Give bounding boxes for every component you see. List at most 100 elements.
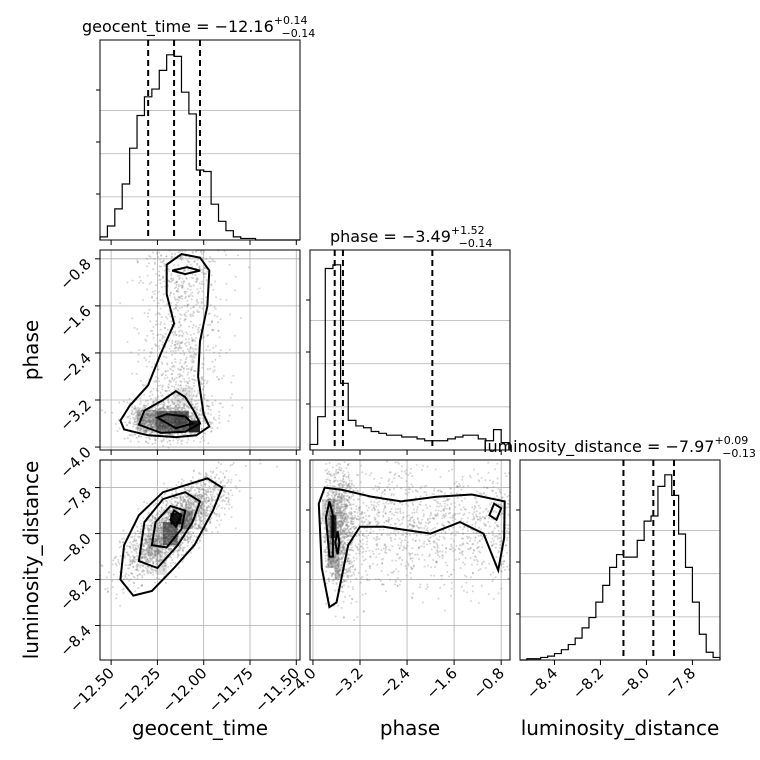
sample-point	[160, 425, 163, 428]
sample-point	[223, 500, 226, 503]
sample-point	[170, 385, 173, 388]
sample-point	[117, 561, 120, 564]
sample-point	[150, 426, 153, 429]
sample-point	[213, 314, 216, 317]
sample-point	[157, 425, 160, 428]
sample-point	[167, 521, 170, 524]
sample-point	[169, 409, 172, 412]
sample-point	[174, 408, 177, 411]
sample-point	[129, 421, 132, 424]
sample-point	[183, 318, 186, 321]
sample-point	[167, 416, 170, 419]
sample-point	[163, 425, 166, 428]
sample-point	[175, 497, 178, 500]
sample-point	[222, 484, 225, 487]
sample-point	[151, 515, 154, 518]
sample-point	[164, 554, 167, 557]
sample-point	[140, 409, 143, 412]
sample-point	[156, 425, 159, 428]
sample-point	[192, 513, 195, 516]
sample-point	[160, 254, 163, 257]
sample-point	[202, 432, 205, 435]
sample-point	[164, 416, 167, 419]
sample-point	[177, 335, 180, 338]
sample-point	[199, 506, 202, 509]
sample-point	[174, 330, 177, 333]
sample-point	[240, 406, 243, 409]
sample-point	[150, 423, 153, 426]
sample-point	[233, 289, 236, 292]
sample-point	[143, 349, 146, 352]
sample-point	[188, 533, 191, 536]
sample-point	[173, 496, 176, 499]
sample-point	[164, 374, 167, 377]
sample-point	[209, 304, 212, 307]
sample-point	[158, 428, 161, 431]
sample-point	[200, 508, 203, 511]
sample-point	[133, 539, 136, 542]
sample-point	[144, 539, 147, 542]
sample-point	[140, 422, 143, 425]
sample-point	[148, 535, 151, 538]
sample-point	[144, 429, 147, 432]
sample-point	[128, 397, 131, 400]
sample-point	[184, 255, 187, 258]
sample-point	[203, 493, 206, 496]
sample-point	[135, 420, 138, 423]
sample-point	[140, 435, 143, 438]
sample-point	[155, 420, 158, 423]
sample-point	[166, 416, 169, 419]
sample-point	[188, 325, 191, 328]
sample-point	[200, 503, 203, 506]
sample-point	[182, 549, 185, 552]
sample-point	[191, 313, 194, 316]
sample-point	[184, 269, 187, 272]
sample-point	[169, 350, 172, 353]
sample-point	[163, 410, 166, 413]
sample-point	[111, 579, 114, 582]
sample-point	[178, 295, 181, 298]
sample-point	[163, 410, 166, 413]
sample-point	[137, 440, 140, 443]
sample-point	[183, 269, 186, 272]
sample-point	[143, 553, 146, 556]
sample-point	[219, 481, 222, 484]
sample-point	[171, 376, 174, 379]
sample-point	[219, 318, 222, 321]
sample-point	[178, 341, 181, 344]
sample-point	[180, 553, 183, 556]
sample-point	[219, 402, 222, 405]
sample-point	[183, 290, 186, 293]
sample-point	[196, 309, 199, 312]
sample-point	[133, 326, 136, 329]
sample-point	[169, 419, 172, 422]
sample-point	[156, 425, 159, 428]
sample-point	[163, 425, 166, 428]
sample-point	[146, 419, 149, 422]
sample-point	[185, 276, 188, 279]
sample-point	[162, 403, 165, 406]
sample-point	[175, 283, 178, 286]
sample-point	[191, 413, 194, 416]
sample-point	[136, 417, 139, 420]
sample-point	[202, 481, 205, 484]
sample-point	[159, 421, 162, 424]
sample-point	[173, 326, 176, 329]
sample-point	[172, 416, 175, 419]
sample-point	[145, 567, 148, 570]
sample-point	[187, 371, 190, 374]
sample-point	[178, 401, 181, 404]
sample-point	[167, 415, 170, 418]
sample-point	[128, 434, 131, 437]
sample-point	[134, 544, 137, 547]
sample-point	[217, 329, 220, 332]
sample-point	[163, 536, 166, 539]
sample-point	[167, 410, 170, 413]
sample-point	[137, 353, 140, 356]
sample-point	[134, 546, 137, 549]
sample-point	[170, 421, 173, 424]
sample-point	[205, 399, 208, 402]
sample-point	[185, 384, 188, 387]
sample-point	[175, 406, 178, 409]
sample-point	[228, 498, 231, 501]
